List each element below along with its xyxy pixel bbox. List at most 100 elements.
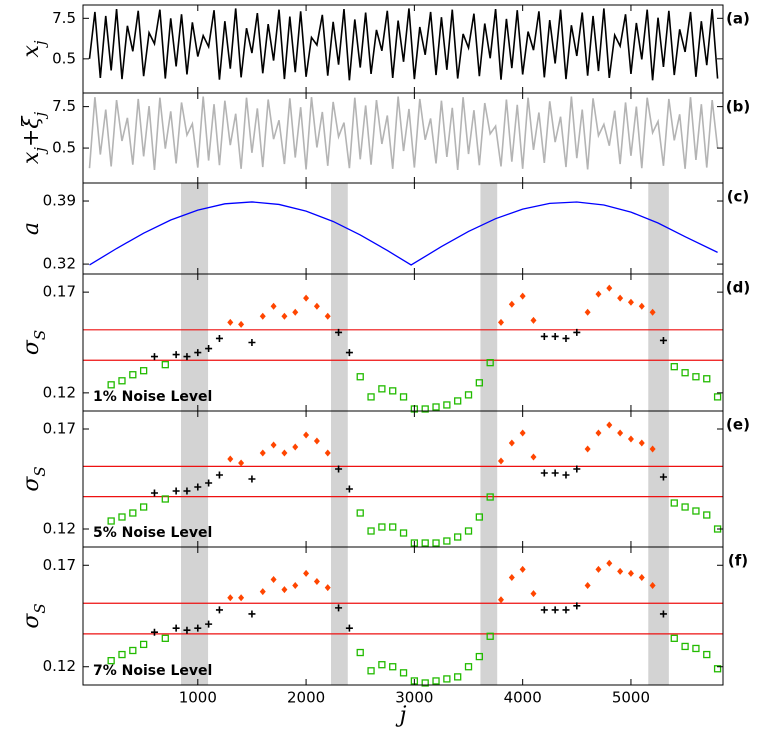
marker-square [670,634,678,642]
marker-diamond [313,302,320,310]
marker-square [692,644,700,653]
marker-square [486,493,494,501]
marker-square [107,656,115,665]
y-tick-label: 0.5 [52,49,76,67]
shaded-region [181,547,209,685]
marker-square [443,675,451,683]
marker-square [713,665,722,673]
data-line [88,96,719,171]
marker-square [670,363,678,371]
y-axis-label: a [19,222,44,235]
y-tick-label: 0.39 [43,192,76,210]
marker-square [389,663,397,671]
marker-square [129,509,137,517]
x-tick-label: 2000 [287,689,325,707]
marker-diamond [303,569,310,577]
marker-diamond [303,294,310,302]
marker-plus [215,606,223,614]
y-tick-label: 0.12 [43,520,76,538]
shaded-region [480,411,498,547]
marker-plus [205,345,213,353]
marker-plus [335,328,343,336]
y-axis-label: xj+ξj [19,112,49,165]
marker-plus [562,334,570,342]
marker-square [670,499,678,507]
marker-plus [215,471,223,479]
marker-square [713,393,722,401]
marker-diamond [324,584,331,592]
marker-square [367,667,375,675]
marker-plus [194,349,202,357]
panel-label: (e) [726,416,750,434]
marker-square [703,511,711,519]
marker-square [139,503,148,511]
y-axis-label: σS [19,330,49,355]
marker-diamond [270,302,277,310]
marker-square [454,673,462,681]
shaded-region [648,411,669,547]
marker-diamond [238,594,245,602]
panel-label: (c) [727,188,750,206]
shaded-region [648,274,669,411]
marker-square [139,640,148,649]
marker-diamond [649,308,656,316]
panel-label: (a) [726,10,750,28]
marker-diamond [638,302,645,310]
marker-square [399,529,408,537]
y-label-part: j [31,112,49,120]
marker-diamond [530,590,537,598]
marker-plus [150,353,158,361]
marker-plus [659,336,667,344]
marker-square [475,379,483,387]
marker-square [703,375,711,383]
marker-diamond [606,284,613,292]
y-tick-label: 7.5 [52,9,76,27]
annotation: 5% Noise Level [93,525,212,541]
marker-plus [573,465,581,473]
marker-square [389,523,397,531]
marker-diamond [292,582,299,590]
marker-plus [551,332,559,340]
marker-diamond [627,435,634,443]
x-tick-label: 5000 [612,689,650,707]
marker-plus [205,479,213,487]
marker-diamond [259,449,266,457]
marker-square [107,381,115,389]
marker-square [129,646,137,655]
marker-square [389,387,397,395]
marker-diamond [519,565,526,573]
marker-square [367,527,375,535]
marker-square [378,523,386,531]
y-label-part: S [31,466,49,476]
marker-diamond [238,320,245,328]
marker-square [161,361,169,369]
marker-diamond [530,316,537,324]
marker-plus [150,489,158,497]
marker-diamond [508,300,515,308]
marker-square [139,367,148,375]
marker-square [107,517,115,525]
marker-diamond [638,573,645,581]
marker-diamond [292,443,299,451]
marker-plus [335,604,343,612]
marker-diamond [498,596,505,604]
panel-label: (f) [728,552,748,570]
marker-diamond [627,298,634,306]
y-label-part: j [31,147,49,155]
marker-diamond [584,308,591,316]
shaded-region [181,411,209,547]
marker-square [378,385,386,393]
marker-square [432,539,440,547]
marker-plus [551,606,559,614]
y-label-part: σ [19,339,44,355]
annotation: 1% Noise Level [93,389,212,405]
panel-frame [82,546,724,686]
y-tick-label: 0.17 [43,556,76,574]
marker-square [486,632,494,640]
marker-square [399,393,408,401]
panel-label: (b) [726,98,750,116]
marker-diamond [638,439,645,447]
marker-plus [345,624,353,632]
marker-plus [215,334,223,342]
